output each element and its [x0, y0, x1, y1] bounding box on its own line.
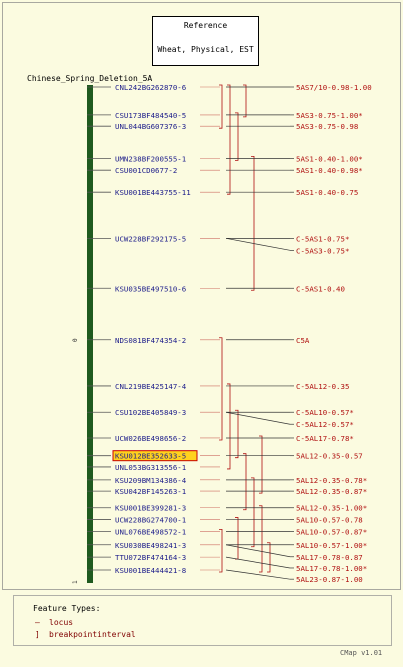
interval-connector: [225, 237, 291, 251]
legend-item-breakpoint: ] breakpointinterval: [35, 630, 136, 639]
locus-label[interactable]: KSU001BE444421-8: [115, 566, 186, 575]
version-label: CMap v1.01: [340, 649, 383, 657]
breakpoint-interval-label[interactable]: 5AS7/10-0.98-1.00: [296, 83, 372, 92]
legend: Feature Types: — locus ] breakpointinter…: [13, 595, 392, 646]
locus-label[interactable]: UNL053BG313556-1: [115, 463, 186, 472]
map-frame: Reference Wheat, Physical, EST Chinese_S…: [2, 2, 401, 590]
breakpoint-bracket[interactable]: [235, 517, 239, 560]
locus-label[interactable]: KSU001BE443755-11: [115, 188, 191, 197]
breakpoint-interval-label[interactable]: 5AL23-0.87-1.00: [296, 575, 363, 584]
interval-connector: [225, 569, 291, 580]
locus-label[interactable]: TTU072BF474164-3: [115, 553, 186, 562]
locus-label[interactable]: KSU035BE497510-6: [115, 284, 186, 293]
locus-label[interactable]: UCW026BE498656-2: [115, 434, 186, 443]
breakpoint-interval-label[interactable]: 5AS1-0.40-0.98*: [296, 166, 363, 175]
locus-label[interactable]: CNL219BE425147-4: [115, 382, 187, 391]
breakpoint-bracket[interactable]: [235, 112, 239, 161]
axis-tick-label: 0: [72, 338, 79, 342]
breakpoint-bracket[interactable]: [259, 505, 263, 573]
legend-label: locus: [49, 618, 74, 627]
locus-label[interactable]: CSU001CD0677-2: [115, 166, 177, 175]
locus-label[interactable]: KSU001BE399281-3: [115, 504, 186, 513]
breakpoint-interval-label[interactable]: 5AS1-0.40-0.75: [296, 188, 358, 197]
reference-title: Reference: [183, 21, 228, 30]
locus-label[interactable]: KSU042BF145263-1: [115, 487, 186, 496]
map-bar[interactable]: [87, 85, 93, 583]
locus-label[interactable]: KSU209BM134386-4: [115, 476, 187, 485]
breakpoint-interval-label[interactable]: C-5AL17-0.78*: [296, 434, 354, 443]
locus-label[interactable]: KSU030BE498241-3: [115, 541, 186, 550]
breakpoint-bracket[interactable]: [243, 453, 247, 511]
breakpoint-interval-label[interactable]: 5AS3-0.75-1.00*: [296, 111, 363, 120]
reference-subtitle: Wheat, Physical, EST: [157, 45, 254, 54]
locus-label[interactable]: CNL242BG262870-6: [115, 83, 186, 92]
breakpoint-interval-label[interactable]: C-5AL12-0.35: [296, 382, 349, 391]
breakpoint-bracket[interactable]: [243, 84, 247, 118]
locus-label[interactable]: KSU012BE352633-5: [115, 452, 186, 461]
locus-label[interactable]: UNL076BE498572-1: [115, 527, 186, 536]
breakpoint-interval-label[interactable]: C-5AS1-0.75*: [296, 234, 349, 243]
breakpoint-bracket[interactable]: [267, 542, 271, 573]
breakpoint-interval-label[interactable]: 5AL17-0.78-1.00*: [296, 564, 367, 573]
breakpoint-bracket[interactable]: [227, 84, 231, 195]
breakpoint-interval-label[interactable]: 5AS1-0.40-1.00*: [296, 154, 363, 163]
breakpoint-interval-label[interactable]: 5AL10-0.57-1.00*: [296, 541, 367, 550]
breakpoint-interval-label[interactable]: 5AS3-0.75-0.98: [296, 122, 358, 131]
map-title[interactable]: Chinese_Spring_Deletion_5A: [27, 74, 153, 83]
breakpoint-interval-label[interactable]: C-5AS3-0.75*: [296, 246, 349, 255]
locus-label[interactable]: CSU102BE405849-3: [115, 408, 186, 417]
legend-label: breakpointinterval: [49, 630, 136, 639]
breakpoint-interval-label[interactable]: 5AL10-0.57-0.78: [296, 516, 363, 525]
breakpoint-bracket[interactable]: [251, 155, 255, 291]
breakpoint-interval-label[interactable]: C5A: [296, 336, 310, 345]
breakpoint-interval-label[interactable]: 5AL12-0.35-0.57: [296, 452, 363, 461]
locus-label[interactable]: UCW228BF292175-5: [115, 234, 186, 243]
interval-connector: [225, 544, 291, 558]
breakpoint-interval-label[interactable]: C-5AL12-0.57*: [296, 420, 354, 429]
locus-highlight: [112, 450, 198, 462]
breakpoint-interval-label[interactable]: C-5AS1-0.40: [296, 284, 345, 293]
breakpoint-interval-label[interactable]: 5AL12-0.35-0.87*: [296, 487, 367, 496]
breakpoint-bracket[interactable]: [219, 337, 223, 441]
breakpoint-interval-label[interactable]: 5AL10-0.57-0.87*: [296, 527, 367, 536]
locus-line-icon: —: [35, 618, 40, 627]
interval-connector: [225, 556, 291, 569]
cmap-diagram: 0 1 CNL242BG262870-6 CSU173BF484540-5 UNL044…: [72, 83, 372, 584]
breakpoint-bracket[interactable]: [251, 477, 255, 548]
locus-label[interactable]: CSU173BF484540-5: [115, 111, 186, 120]
breakpoint-interval-label[interactable]: 5AL12-0.35-1.00*: [296, 504, 367, 513]
breakpoint-interval-label[interactable]: C-5AL10-0.57*: [296, 408, 354, 417]
axis-tick-label: 1: [72, 580, 79, 584]
legend-title: Feature Types:: [33, 604, 101, 613]
bracket-icon: ]: [35, 630, 40, 639]
breakpoint-bracket[interactable]: [227, 383, 231, 470]
breakpoint-bracket[interactable]: [219, 528, 223, 573]
breakpoint-bracket[interactable]: [259, 435, 263, 494]
reference-map-box[interactable]: Reference Wheat, Physical, EST: [152, 16, 259, 66]
locus-label[interactable]: UNL044BG607376-3: [115, 122, 186, 131]
legend-item-locus: — locus: [35, 618, 73, 627]
locus-label[interactable]: UMN238BF200555-1: [115, 154, 186, 163]
breakpoint-interval-label[interactable]: 5AL12-0.35-0.78*: [296, 476, 367, 485]
breakpoint-bracket[interactable]: [235, 409, 239, 459]
breakpoint-bracket[interactable]: [219, 84, 223, 129]
locus-label[interactable]: NDS081BF474354-2: [115, 336, 186, 345]
locus-label[interactable]: UCW228BG274700-1: [115, 516, 186, 525]
interval-connector: [225, 411, 291, 425]
breakpoint-interval-label[interactable]: 5AL17-0.78-0.87: [296, 553, 363, 562]
